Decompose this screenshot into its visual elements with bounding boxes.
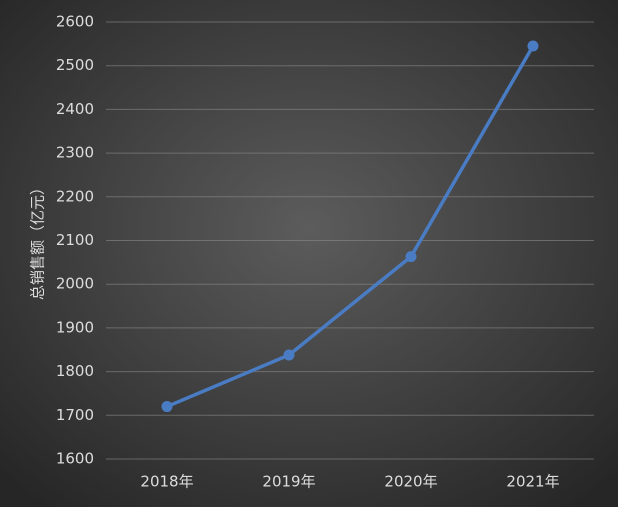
x-tick-label: 2020年 [384,473,437,491]
y-axis-label: 总销售额（亿元） [29,180,47,300]
x-tick-label: 2019年 [262,473,315,491]
data-line [166,45,535,409]
y-tick-label: 2600 [56,13,94,31]
y-tick-label: 2500 [56,56,94,74]
data-point [161,401,173,413]
data-point [283,349,295,361]
y-tick-label: 1700 [56,406,94,424]
y-tick-label: 2100 [56,231,94,249]
y-tick-label: 2200 [56,187,94,205]
data-point [405,251,417,263]
x-tick-label: 2021年 [506,473,559,491]
y-tick-label: 2000 [56,275,94,293]
y-tick-label: 2400 [56,100,94,118]
x-tick-label: 2018年 [140,473,193,491]
y-tick-label: 1600 [56,450,94,468]
data-point [527,40,539,52]
y-tick-label: 2300 [56,144,94,162]
y-tick-label: 1800 [56,362,94,380]
y-tick-label: 1900 [56,318,94,336]
